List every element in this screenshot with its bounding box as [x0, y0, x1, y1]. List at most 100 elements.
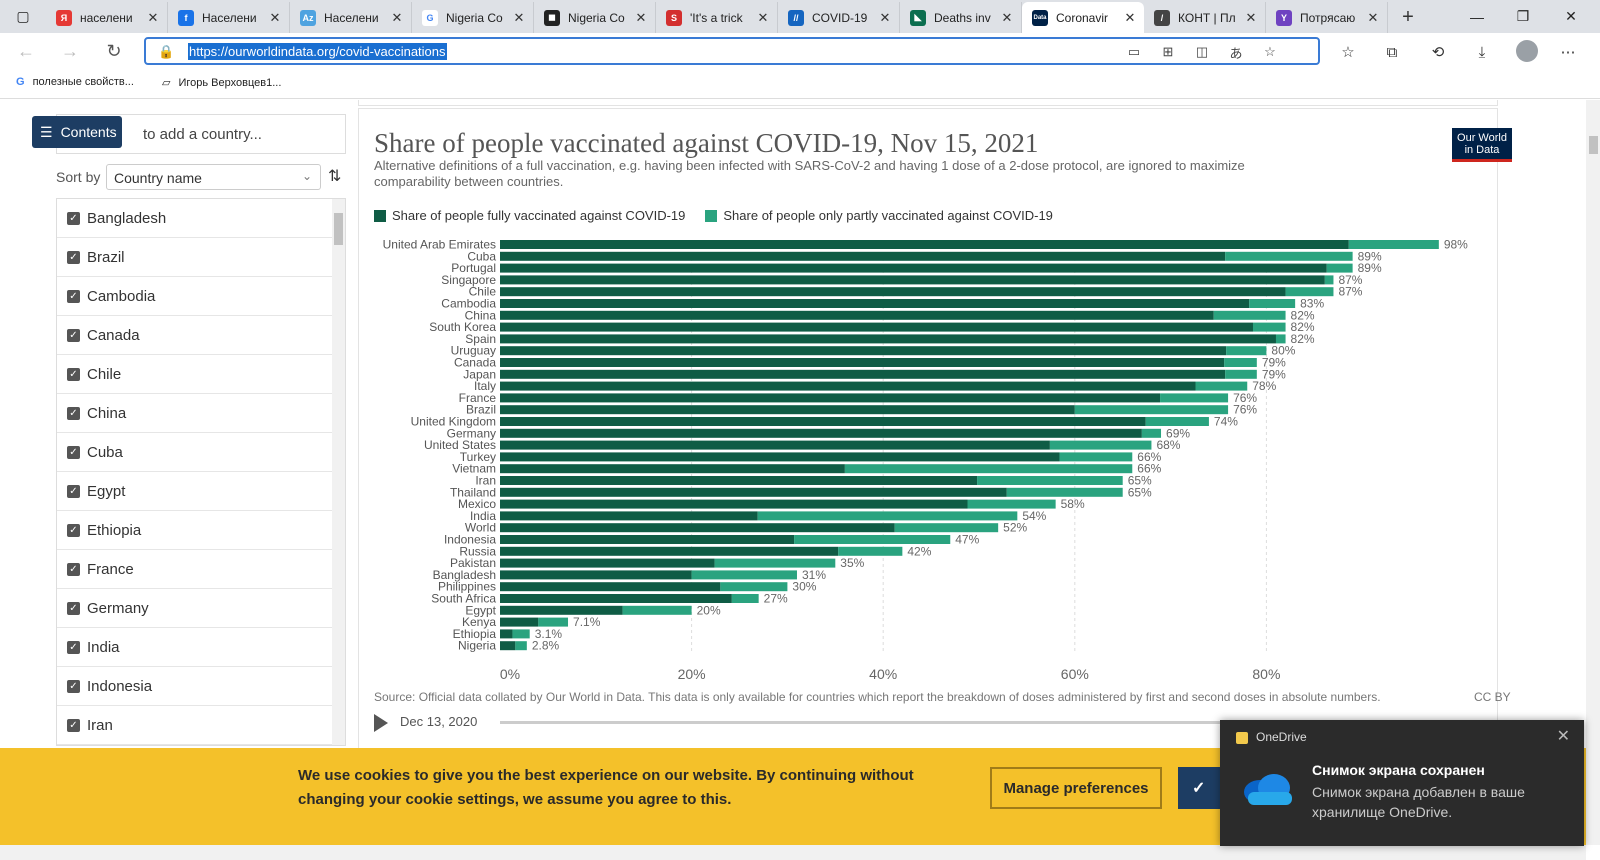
play-icon[interactable] — [374, 714, 388, 732]
checkbox-checked-icon[interactable]: ✓ — [67, 328, 80, 342]
category-label[interactable]: China — [465, 308, 497, 322]
immersive-reader-icon[interactable]: ◫ — [1195, 44, 1209, 59]
category-label[interactable]: United Kingdom — [411, 415, 496, 429]
country-list-item[interactable]: ✓ Iran — [57, 706, 333, 745]
bar-fully-vaccinated[interactable] — [500, 428, 1142, 438]
checkbox-checked-icon[interactable]: ✓ — [67, 679, 80, 693]
category-label[interactable]: United States — [424, 438, 496, 452]
close-icon[interactable]: ✕ — [1556, 728, 1570, 745]
bar-partly-vaccinated[interactable] — [538, 617, 569, 627]
category-label[interactable]: India — [470, 509, 496, 523]
country-list-item[interactable]: ✓ France — [57, 550, 333, 589]
checkbox-checked-icon[interactable]: ✓ — [67, 601, 80, 615]
category-label[interactable]: Uruguay — [451, 344, 496, 358]
country-list-item[interactable]: ✓ Chile — [57, 355, 333, 394]
profile-avatar[interactable] — [1516, 40, 1538, 62]
bar-partly-vaccinated[interactable] — [714, 558, 836, 568]
tab-close-icon[interactable]: ✕ — [1124, 9, 1136, 25]
more-menu-icon[interactable]: ⋯ — [1560, 44, 1576, 61]
bar-partly-vaccinated[interactable] — [1145, 417, 1209, 426]
bar-fully-vaccinated[interactable] — [500, 346, 1227, 356]
apps-icon[interactable]: ⊞ — [1162, 44, 1174, 59]
bar-fully-vaccinated[interactable] — [500, 240, 1349, 249]
browser-tab[interactable]: / КОНТ | Пл ✕ — [1144, 2, 1266, 33]
tab-actions-icon[interactable]: ▢ — [16, 8, 30, 24]
category-label[interactable]: Vietnam — [452, 462, 496, 476]
url-field[interactable]: 🔒 https://ourworldindata.org/covid-vacci… — [144, 37, 1320, 65]
country-list-item[interactable]: ✓ Bangladesh — [57, 199, 333, 238]
category-label[interactable]: Kenya — [462, 615, 496, 629]
bar-fully-vaccinated[interactable] — [500, 287, 1286, 297]
tab-close-icon[interactable]: ✕ — [269, 9, 281, 25]
bar-fully-vaccinated[interactable] — [500, 452, 1060, 462]
bar-partly-vaccinated[interactable] — [1006, 487, 1123, 497]
bar-fully-vaccinated[interactable] — [500, 405, 1075, 415]
category-label[interactable]: Mexico — [458, 497, 496, 511]
browser-tab[interactable]: ◼ Nigeria Co ✕ — [534, 2, 656, 33]
checkbox-checked-icon[interactable]: ✓ — [67, 523, 80, 537]
bar-partly-vaccinated[interactable] — [1225, 369, 1257, 379]
bar-partly-vaccinated[interactable] — [794, 535, 951, 544]
bar-fully-vaccinated[interactable] — [500, 393, 1161, 403]
tab-close-icon[interactable]: ✕ — [757, 9, 769, 25]
sort-select[interactable]: Country name ⌄ — [106, 164, 321, 190]
country-list-item[interactable]: ✓ Germany — [57, 589, 333, 628]
browser-tab[interactable]: Y Потрясаю ✕ — [1266, 2, 1388, 33]
bookmark-item[interactable]: G полезные свойств... — [16, 76, 134, 88]
bar-fully-vaccinated[interactable] — [500, 499, 968, 509]
checkbox-checked-icon[interactable]: ✓ — [67, 367, 80, 381]
bar-fully-vaccinated[interactable] — [500, 369, 1226, 379]
category-label[interactable]: Iran — [475, 474, 496, 488]
bar-fully-vaccinated[interactable] — [500, 594, 732, 603]
tab-close-icon[interactable]: ✕ — [1245, 9, 1257, 25]
bar-fully-vaccinated[interactable] — [500, 310, 1214, 320]
bar-fully-vaccinated[interactable] — [500, 464, 845, 474]
category-label[interactable]: Turkey — [460, 450, 496, 464]
category-label[interactable]: Philippines — [438, 580, 496, 594]
bar-fully-vaccinated[interactable] — [500, 523, 895, 533]
category-label[interactable]: Japan — [463, 367, 496, 381]
bar-partly-vaccinated[interactable] — [691, 570, 797, 580]
category-label[interactable]: Singapore — [441, 273, 496, 287]
favorites-icon[interactable]: ☆ — [1341, 44, 1355, 61]
new-tab-button[interactable]: + — [1402, 5, 1414, 28]
minimize-button[interactable]: — — [1470, 8, 1484, 25]
sort-order-icon[interactable]: ⇅ — [328, 168, 342, 185]
category-label[interactable]: Germany — [447, 426, 496, 440]
bar-fully-vaccinated[interactable] — [500, 629, 513, 639]
read-aloud-icon[interactable]: ▭ — [1127, 44, 1141, 59]
category-label[interactable]: Pakistan — [450, 556, 496, 570]
page-horizontal-scrollbar[interactable] — [0, 845, 1586, 860]
category-label[interactable]: France — [459, 391, 497, 405]
bar-partly-vaccinated[interactable] — [720, 582, 788, 592]
history-icon[interactable]: ⟲ — [1431, 44, 1445, 61]
category-label[interactable]: South Korea — [429, 320, 496, 334]
bar-fully-vaccinated[interactable] — [500, 617, 539, 627]
bar-fully-vaccinated[interactable] — [500, 417, 1146, 426]
category-label[interactable]: Bangladesh — [433, 568, 496, 582]
tab-close-icon[interactable]: ✕ — [147, 9, 159, 25]
bar-partly-vaccinated[interactable] — [622, 605, 692, 615]
country-list-item[interactable]: ✓ Cambodia — [57, 277, 333, 316]
bar-partly-vaccinated[interactable] — [894, 523, 999, 533]
tab-close-icon[interactable]: ✕ — [1001, 9, 1013, 25]
restore-button[interactable]: ❐ — [1516, 8, 1530, 24]
bar-partly-vaccinated[interactable] — [1285, 287, 1334, 297]
page-vertical-scrollbar[interactable] — [1586, 100, 1600, 845]
bar-partly-vaccinated[interactable] — [515, 641, 527, 651]
category-label[interactable]: Chile — [469, 285, 497, 299]
bar-fully-vaccinated[interactable] — [500, 641, 516, 651]
bar-fully-vaccinated[interactable] — [500, 263, 1327, 273]
category-label[interactable]: Portugal — [451, 261, 496, 275]
tab-close-icon[interactable]: ✕ — [391, 9, 403, 25]
category-label[interactable]: Ethiopia — [453, 627, 497, 641]
translate-icon[interactable]: あ — [1229, 45, 1243, 61]
category-label[interactable]: Russia — [459, 544, 496, 558]
owid-logo[interactable]: Our World in Data — [1452, 128, 1512, 162]
tab-close-icon[interactable]: ✕ — [513, 9, 525, 25]
category-label[interactable]: World — [465, 521, 496, 535]
close-window-button[interactable]: ✕ — [1565, 8, 1577, 24]
back-button[interactable]: ← — [17, 40, 35, 61]
category-label[interactable]: South Africa — [431, 592, 496, 606]
category-label[interactable]: Spain — [465, 332, 496, 346]
